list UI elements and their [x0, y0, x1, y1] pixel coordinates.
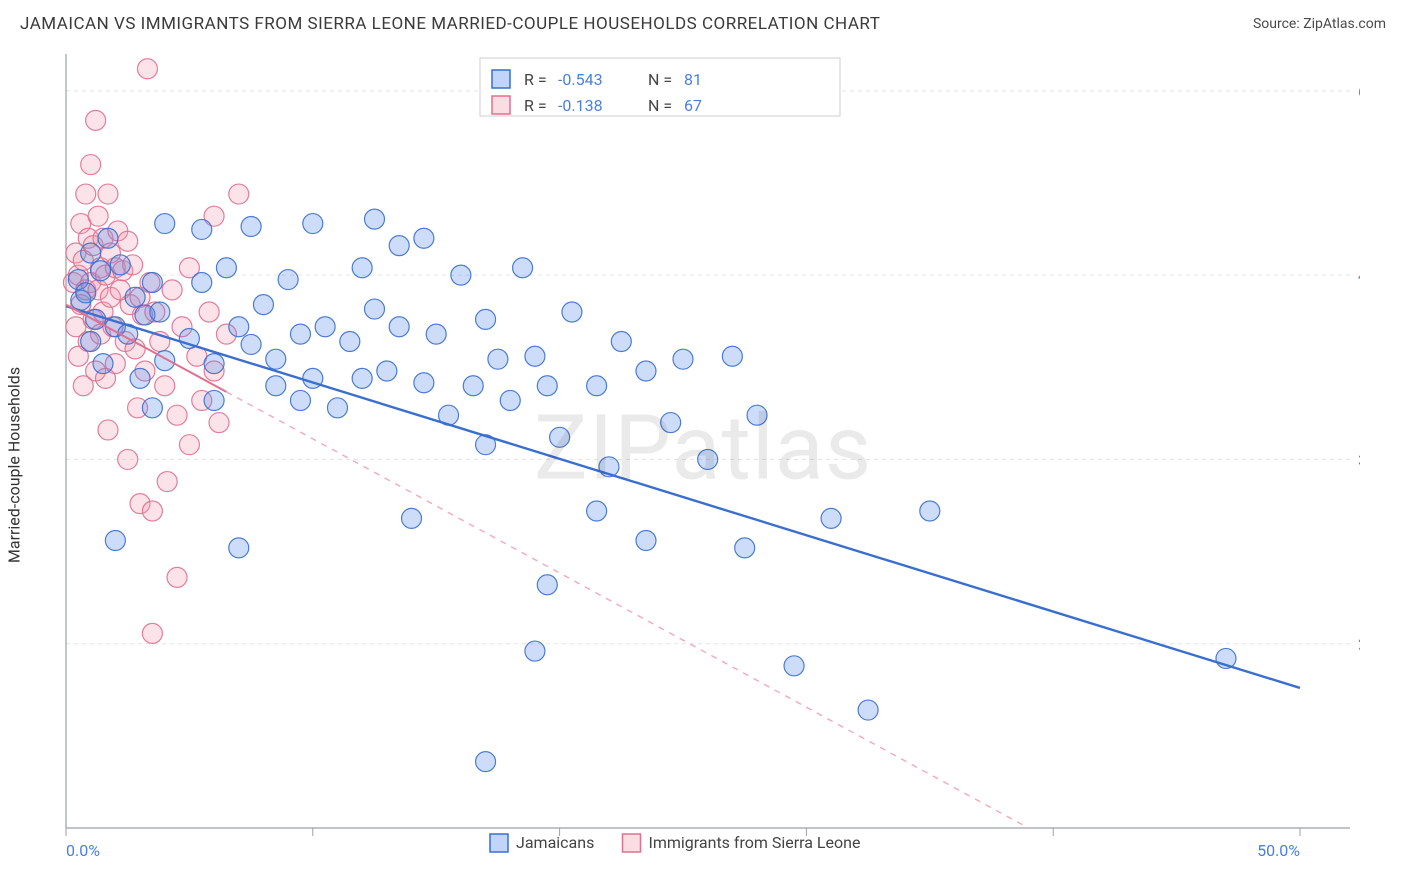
svg-text:22.5%: 22.5% [1358, 635, 1360, 654]
svg-text:50.0%: 50.0% [1257, 841, 1300, 860]
svg-text:-0.138: -0.138 [558, 96, 603, 115]
svg-text:35.0%: 35.0% [1358, 450, 1360, 469]
y-axis-label: Married-couple Households [5, 367, 24, 563]
svg-text:R =: R = [524, 96, 547, 115]
svg-text:N =: N = [648, 70, 672, 89]
svg-text:81: 81 [684, 70, 702, 89]
scatter-chart: 22.5% 35.0% 47.5% 60.0% 0.0% 50.0% R = -0.543 N … [20, 48, 1360, 868]
svg-text:47.5%: 47.5% [1358, 266, 1360, 285]
svg-text:Immigrants from Sierra Leone: Immigrants from Sierra Leone [649, 833, 861, 852]
svg-text:R =: R = [524, 70, 547, 89]
svg-text:67: 67 [684, 96, 702, 115]
svg-text:0.0%: 0.0% [66, 841, 100, 860]
svg-text:-0.543: -0.543 [558, 70, 603, 89]
svg-text:60.0%: 60.0% [1358, 82, 1360, 101]
chart-area: Married-couple Households ZIPatlas 22.5%… [20, 48, 1386, 882]
source-label: Source: ZipAtlas.com [1253, 16, 1386, 32]
svg-text:Jamaicans: Jamaicans [516, 833, 594, 852]
svg-text:N =: N = [648, 96, 672, 115]
chart-title: JAMAICAN VS IMMIGRANTS FROM SIERRA LEONE… [20, 14, 880, 34]
